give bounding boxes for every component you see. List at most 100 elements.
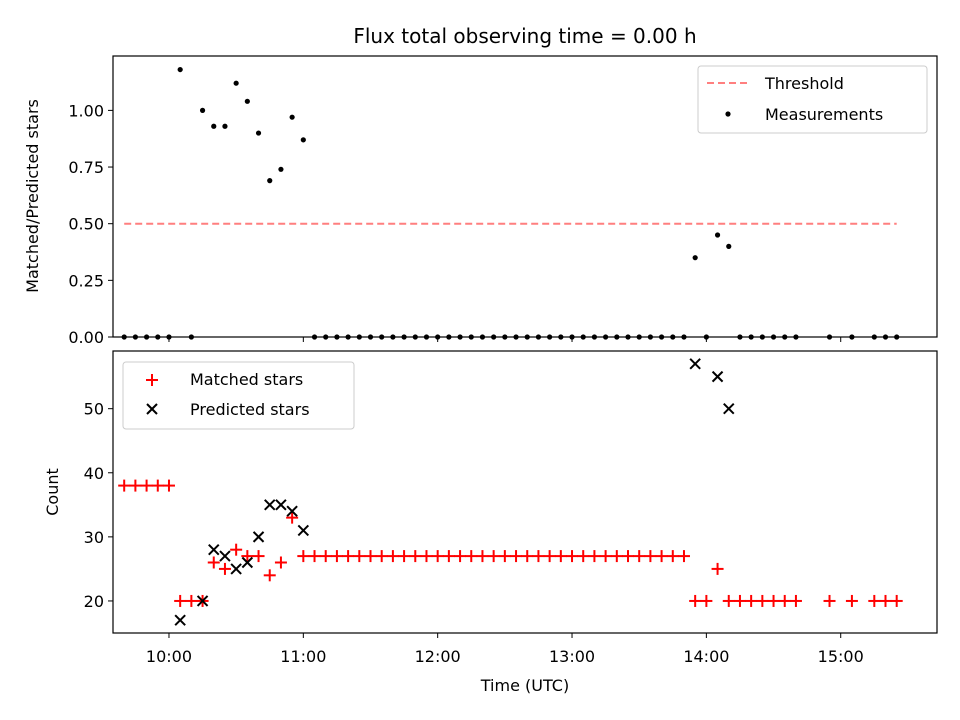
predicted-star-point xyxy=(219,550,231,562)
matched-star-point xyxy=(610,550,623,563)
count-x-tick-label: 15:00 xyxy=(818,647,864,666)
matched-star-point xyxy=(566,550,579,563)
matched-star-point xyxy=(308,550,321,563)
matched-star-point xyxy=(588,550,601,563)
chart-title: Flux total observing time = 0.00 h xyxy=(353,24,696,48)
count-x-tick-label: 13:00 xyxy=(549,647,595,666)
predicted-star-point xyxy=(689,358,701,370)
matched-star-point xyxy=(521,550,534,563)
measurement-point xyxy=(177,66,183,73)
matched-star-point xyxy=(745,594,758,607)
matched-star-point xyxy=(487,550,500,563)
measurement-point xyxy=(233,80,239,86)
matched-star-point xyxy=(733,594,746,607)
measurement-point xyxy=(211,123,217,129)
count-y-tick-label: 50 xyxy=(84,400,104,419)
count-y-tick-label: 30 xyxy=(84,528,104,547)
count-x-axis: 10:00 11:00 12:00 13:00 14:00 15:00 xyxy=(146,633,864,666)
matched-star-point xyxy=(342,550,355,563)
predicted-star-point xyxy=(208,543,220,556)
predicted-star-point xyxy=(711,370,724,383)
predicted-star-point xyxy=(241,556,254,569)
matched-star-point xyxy=(241,550,254,563)
count-x-tick-label: 10:00 xyxy=(146,647,192,666)
ratio-y-tick-label: 0.75 xyxy=(68,158,104,177)
ratio-legend-box xyxy=(697,65,928,134)
matched-star-point xyxy=(767,594,780,607)
legend-predicted-swatch xyxy=(146,403,158,415)
matched-star-point xyxy=(476,550,489,563)
matched-star-point xyxy=(577,550,590,563)
count-legend: Matched stars Predicted stars xyxy=(122,361,355,430)
legend-measurements-swatch xyxy=(725,111,731,117)
matched-star-point xyxy=(465,550,478,563)
count-y-tick-label: 20 xyxy=(84,592,104,611)
matched-star-point xyxy=(700,594,713,607)
ratio-plot-frame xyxy=(112,55,938,338)
matched-star-point xyxy=(286,511,299,524)
matched-star-point xyxy=(722,594,735,607)
count-x-tick-label: 11:00 xyxy=(280,647,326,666)
count-y-tick-label: 40 xyxy=(84,464,104,483)
count-x-axis-label: Time (UTC) xyxy=(480,676,569,695)
matched-star-point xyxy=(442,550,455,563)
matched-star-point xyxy=(890,594,903,607)
matched-star-point xyxy=(207,556,220,569)
ratio-legend: Threshold Measurements xyxy=(697,65,928,134)
matched-star-point xyxy=(330,550,343,563)
predicted-star-point xyxy=(252,531,265,543)
matched-star-point xyxy=(789,594,802,607)
ratio-panel: 0.00 0.25 0.50 0.75 1.00 Matched/Predicted s… xyxy=(23,55,938,347)
measurement-point xyxy=(199,107,206,113)
measurement-point xyxy=(278,166,284,172)
matched-star-point xyxy=(185,594,198,607)
matched-star-point xyxy=(756,594,769,607)
matched-star-point xyxy=(140,479,153,492)
predicted-star-point xyxy=(174,614,186,626)
matched-star-point xyxy=(398,550,411,563)
matched-star-point xyxy=(845,594,858,607)
matched-star-point xyxy=(599,550,612,563)
matched-star-point xyxy=(218,562,231,575)
matched-star-point xyxy=(420,550,433,563)
ratio-y-tick-label: 0.00 xyxy=(68,328,104,347)
matched-star-point xyxy=(319,550,332,563)
predicted-stars-series xyxy=(174,358,735,626)
matched-star-point xyxy=(263,569,276,582)
count-plot-frame xyxy=(112,350,938,634)
matched-star-point xyxy=(454,550,467,563)
measurement-point xyxy=(267,178,273,184)
measurement-point xyxy=(726,243,732,249)
measurement-point xyxy=(300,137,306,143)
matched-star-point xyxy=(532,550,545,563)
matched-star-point xyxy=(677,550,690,563)
measurement-point xyxy=(222,123,228,129)
ratio-y-axis-label: Matched/Predicted stars xyxy=(23,99,42,293)
legend-predicted-label: Predicted stars xyxy=(190,400,310,419)
measurement-point xyxy=(255,130,262,136)
matched-star-point xyxy=(151,479,164,492)
ratio-y-tick-label: 0.50 xyxy=(68,215,104,234)
predicted-star-point xyxy=(264,499,276,511)
matched-star-point xyxy=(543,550,556,563)
matched-star-point xyxy=(666,550,679,563)
measurement-point xyxy=(289,114,295,120)
matched-star-point xyxy=(498,550,511,563)
matched-star-point xyxy=(823,594,836,607)
predicted-star-point xyxy=(723,402,735,415)
matched-star-point xyxy=(297,550,310,563)
matched-star-point xyxy=(622,550,634,563)
matched-star-point xyxy=(778,594,791,607)
predicted-star-point xyxy=(196,595,209,607)
matched-star-point xyxy=(879,594,892,607)
matched-star-point xyxy=(274,556,287,569)
matched-star-point xyxy=(431,550,444,563)
matched-star-point xyxy=(510,550,523,563)
matched-star-point xyxy=(375,550,388,563)
matched-stars-series xyxy=(118,479,903,607)
legend-measurements-label: Measurements xyxy=(765,105,883,124)
matched-star-point xyxy=(633,550,646,563)
count-y-axis-label: Count xyxy=(43,468,62,516)
matched-star-point xyxy=(644,550,657,563)
